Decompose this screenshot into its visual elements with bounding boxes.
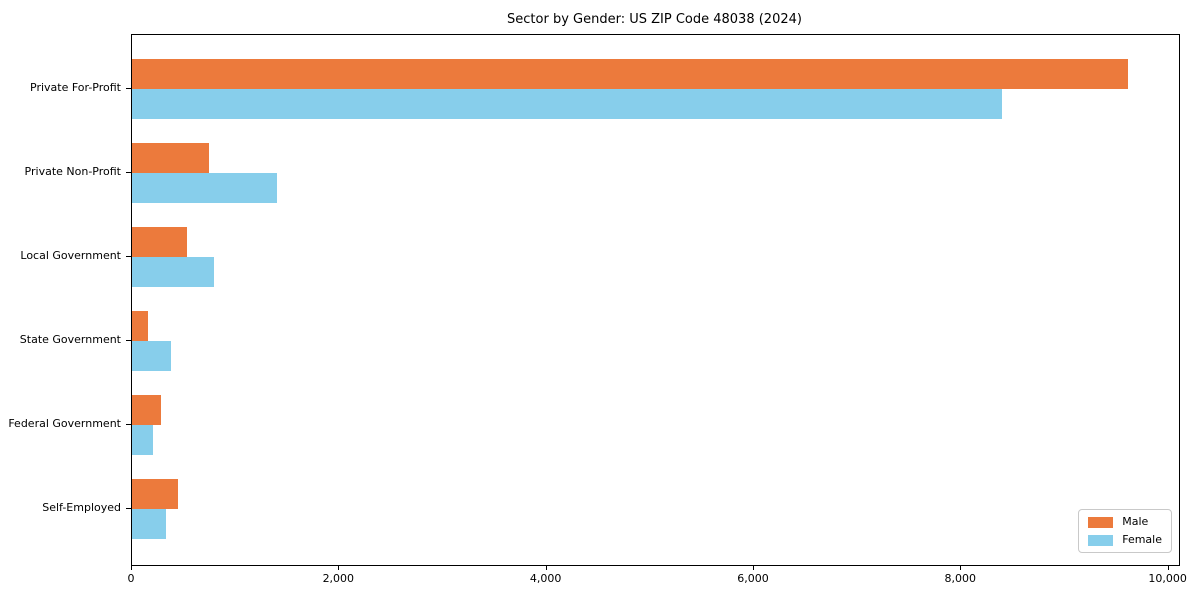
y-category-label-5: Self-Employed xyxy=(42,501,121,514)
y-category-label-1: Private Non-Profit xyxy=(24,165,121,178)
y-category-label-0: Private For-Profit xyxy=(30,81,121,94)
x-tick-2 xyxy=(545,565,547,570)
x-tick-label-5: 10,000 xyxy=(1148,572,1187,585)
bar-female-5 xyxy=(132,509,167,539)
x-tick-1 xyxy=(338,565,340,570)
chart-title: Sector by Gender: US ZIP Code 48038 (202… xyxy=(507,12,802,27)
legend-label-female: Female xyxy=(1122,533,1162,546)
x-tick-label-2: 4,000 xyxy=(529,572,562,585)
bar-female-3 xyxy=(132,341,172,371)
bar-male-2 xyxy=(132,227,187,257)
bar-female-0 xyxy=(132,89,1002,119)
y-tick-5 xyxy=(126,508,131,509)
bar-female-4 xyxy=(132,425,153,455)
legend-swatch-male xyxy=(1088,516,1114,528)
legend-item-female: Female xyxy=(1088,534,1162,546)
x-tick-label-1: 2,000 xyxy=(322,572,355,585)
bar-male-4 xyxy=(132,395,162,425)
bar-male-1 xyxy=(132,143,209,173)
bar-female-2 xyxy=(132,257,214,287)
bar-male-0 xyxy=(132,59,1129,89)
legend: Male Female xyxy=(1078,509,1172,553)
y-tick-2 xyxy=(126,256,131,257)
bar-male-5 xyxy=(132,479,178,509)
legend-label-male: Male xyxy=(1122,515,1149,528)
legend-swatch-female xyxy=(1088,534,1114,546)
x-tick-4 xyxy=(960,565,962,570)
legend-item-male: Male xyxy=(1088,516,1162,528)
y-tick-4 xyxy=(126,424,131,425)
y-category-label-2: Local Government xyxy=(20,249,121,262)
x-tick-label-0: 0 xyxy=(127,572,135,585)
x-tick-label-3: 6,000 xyxy=(737,572,769,585)
bar-male-3 xyxy=(132,311,148,341)
x-tick-3 xyxy=(752,565,754,570)
y-tick-1 xyxy=(126,172,131,173)
bar-female-1 xyxy=(132,173,278,203)
x-tick-label-4: 8,000 xyxy=(944,572,977,585)
y-category-label-3: State Government xyxy=(19,333,121,346)
y-tick-3 xyxy=(126,340,131,341)
plot-area xyxy=(131,34,1180,566)
x-tick-5 xyxy=(1167,565,1169,570)
y-tick-0 xyxy=(126,88,131,89)
x-tick-0 xyxy=(131,565,132,570)
y-category-label-4: Federal Government xyxy=(8,417,121,430)
